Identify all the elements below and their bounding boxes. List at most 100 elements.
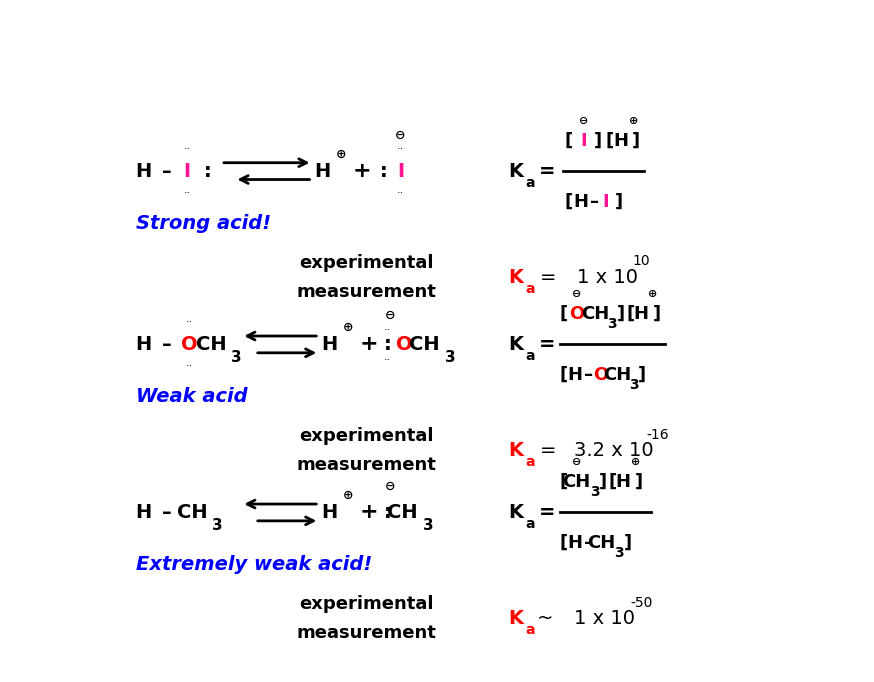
Text: 3: 3 <box>212 518 223 533</box>
Text: H: H <box>573 192 588 211</box>
Text: 3: 3 <box>445 350 455 365</box>
Text: :: : <box>384 503 392 522</box>
Text: ]: ] <box>632 132 641 149</box>
Text: experimental: experimental <box>300 428 434 445</box>
Text: K: K <box>508 441 524 460</box>
Text: H: H <box>135 162 151 181</box>
Text: CH: CH <box>563 473 591 491</box>
Text: =: = <box>539 335 556 354</box>
Text: K: K <box>508 503 524 522</box>
Text: ⊖: ⊖ <box>579 116 588 125</box>
Text: I: I <box>184 162 191 181</box>
Text: O: O <box>181 335 198 354</box>
Text: =: = <box>540 268 557 286</box>
Text: H: H <box>614 132 628 149</box>
Text: -50: -50 <box>630 596 653 610</box>
Text: K: K <box>508 335 524 354</box>
Text: measurement: measurement <box>296 283 437 301</box>
Text: 3: 3 <box>614 546 624 561</box>
Text: CH: CH <box>409 335 440 354</box>
Text: [: [ <box>559 305 567 323</box>
Text: measurement: measurement <box>296 456 437 474</box>
Text: ··: ·· <box>184 188 191 198</box>
Text: K: K <box>508 162 524 181</box>
Text: ]: ] <box>614 192 622 211</box>
Text: ⊕: ⊕ <box>628 116 638 125</box>
Text: ⊖: ⊖ <box>572 289 581 299</box>
Text: +: + <box>352 161 371 181</box>
Text: ··: ·· <box>384 325 392 335</box>
Text: –: – <box>584 366 593 384</box>
Text: –: – <box>584 534 593 552</box>
Text: a: a <box>526 282 535 296</box>
Text: H: H <box>135 335 151 354</box>
Text: experimental: experimental <box>300 254 434 272</box>
Text: CH: CH <box>387 503 418 522</box>
Text: =: = <box>540 441 557 460</box>
Text: O: O <box>569 305 584 323</box>
Text: Extremely weak acid!: Extremely weak acid! <box>136 555 372 574</box>
Text: H: H <box>616 473 631 491</box>
Text: 3: 3 <box>423 518 434 533</box>
Text: 3.2 x 10: 3.2 x 10 <box>574 441 654 460</box>
Text: Strong acid!: Strong acid! <box>136 214 272 233</box>
Text: 1 x 10: 1 x 10 <box>577 268 638 286</box>
Text: ⊕: ⊕ <box>343 489 354 502</box>
Text: Weak acid: Weak acid <box>136 387 248 406</box>
Text: ⊖: ⊖ <box>385 479 396 492</box>
Text: ··: ·· <box>397 188 404 198</box>
Text: 3: 3 <box>590 486 600 499</box>
Text: ]: ] <box>616 305 625 323</box>
Text: ]: ] <box>653 305 661 323</box>
Text: a: a <box>526 349 535 363</box>
Text: experimental: experimental <box>300 595 434 613</box>
Text: ··: ·· <box>397 144 404 154</box>
Text: ··: ·· <box>185 317 193 327</box>
Text: H: H <box>322 335 337 354</box>
Text: ⊕: ⊕ <box>649 289 658 299</box>
Text: ]: ] <box>638 366 647 384</box>
Text: I: I <box>397 162 404 181</box>
Text: a: a <box>526 176 535 190</box>
Text: 10: 10 <box>633 254 650 269</box>
Text: [: [ <box>559 473 567 491</box>
Text: [: [ <box>605 132 614 149</box>
Text: a: a <box>526 623 535 637</box>
Text: ⊖: ⊖ <box>572 457 581 467</box>
Text: 3: 3 <box>629 379 639 392</box>
Text: ··: ·· <box>185 361 193 372</box>
Text: ]: ] <box>623 534 632 552</box>
Text: ⊕: ⊕ <box>336 148 347 161</box>
Text: O: O <box>593 366 608 384</box>
Text: measurement: measurement <box>296 624 437 642</box>
Text: H: H <box>567 534 582 552</box>
Text: [: [ <box>565 192 572 211</box>
Text: –: – <box>162 503 171 522</box>
Text: =: = <box>539 503 556 522</box>
Text: H: H <box>322 503 337 522</box>
Text: K: K <box>508 268 524 286</box>
Text: CH: CH <box>196 335 226 354</box>
Text: –: – <box>162 162 171 181</box>
Text: 1 x 10: 1 x 10 <box>574 609 635 628</box>
Text: -16: -16 <box>647 428 669 442</box>
Text: :: : <box>379 162 387 181</box>
Text: ⊖: ⊖ <box>395 129 406 142</box>
Text: ]: ] <box>594 132 602 149</box>
Text: +: + <box>359 334 378 355</box>
Text: =: = <box>539 162 556 181</box>
Text: [: [ <box>559 366 567 384</box>
Text: –: – <box>590 192 600 211</box>
Text: I: I <box>580 132 586 149</box>
Text: ]: ] <box>635 473 643 491</box>
Text: H: H <box>315 162 330 181</box>
Text: ⊕: ⊕ <box>343 321 354 334</box>
Text: [: [ <box>626 305 635 323</box>
Text: K: K <box>508 609 524 628</box>
Text: +: + <box>359 503 378 522</box>
Text: H: H <box>135 503 151 522</box>
Text: ··: ·· <box>184 144 191 154</box>
Text: 3: 3 <box>232 350 242 365</box>
Text: CH: CH <box>587 534 616 552</box>
Text: :: : <box>384 335 392 354</box>
